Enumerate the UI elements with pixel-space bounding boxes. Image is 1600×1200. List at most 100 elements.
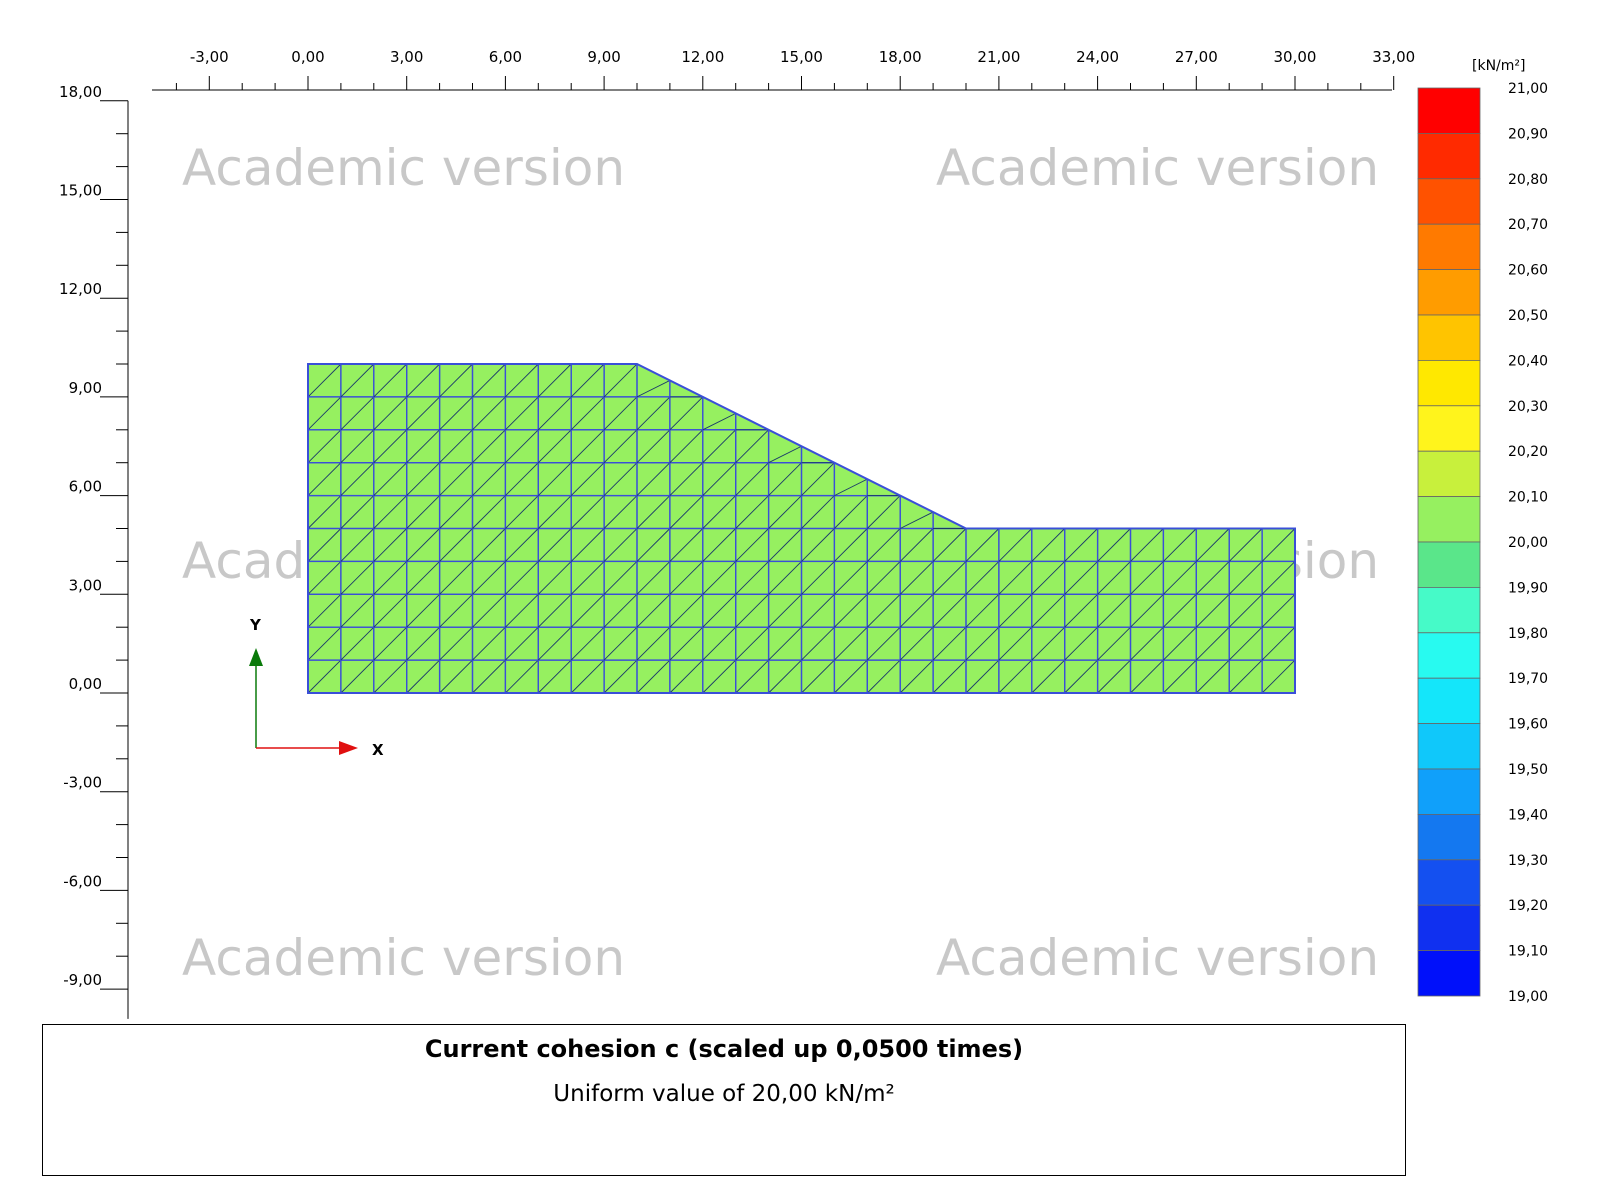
mesh-diagonal xyxy=(702,412,736,431)
y-axis: 18,00 15,00 12,00 9,00 6,00 3,00 0,00 -3,00 -6,0… xyxy=(59,83,129,1019)
mesh-diagonal xyxy=(505,396,539,431)
mesh-diagonal xyxy=(537,396,572,431)
mesh-diagonal xyxy=(735,626,769,661)
mesh-diagonal xyxy=(307,495,342,529)
mesh-diagonal xyxy=(1031,659,1066,694)
mesh-diagonal xyxy=(505,561,539,595)
mesh-diagonal xyxy=(570,659,605,694)
finite-element-mesh xyxy=(307,362,1296,694)
mesh-diagonal xyxy=(965,528,1000,562)
mesh-diagonal xyxy=(735,561,769,595)
mesh-diagonal xyxy=(406,462,440,496)
mesh-diagonal xyxy=(472,528,506,562)
legend-level-label: 20,10 xyxy=(1508,490,1548,506)
mesh-diagonal xyxy=(801,593,835,628)
mesh-diagonal xyxy=(439,396,473,431)
legend-level-label: 20,20 xyxy=(1508,444,1548,460)
mesh-diagonal xyxy=(1031,593,1066,628)
legend-level-label: 20,70 xyxy=(1508,217,1548,233)
mesh-diagonal xyxy=(1228,593,1263,628)
legend-band xyxy=(1417,632,1481,679)
x-tick-label: 9,00 xyxy=(587,48,620,66)
mesh-diagonal xyxy=(373,495,408,529)
mesh-diagonal xyxy=(1031,528,1066,562)
x-tick-label: -3,00 xyxy=(190,48,229,66)
legend-level-label: 19,60 xyxy=(1508,717,1548,733)
mesh-diagonal xyxy=(603,593,638,628)
mesh-diagonal xyxy=(998,593,1033,628)
mesh-diagonal xyxy=(340,561,375,595)
mesh-diagonal xyxy=(373,626,408,661)
mesh-diagonal xyxy=(932,626,967,661)
mesh-diagonal xyxy=(1195,528,1230,562)
legend-labels: 21,00 20,90 20,80 20,70 20,60 20,50 20,40 20,30… xyxy=(1508,81,1548,1005)
mesh-diagonal xyxy=(472,429,506,464)
mesh-diagonal xyxy=(406,528,440,562)
x-tick-label: 0,00 xyxy=(291,48,324,66)
mesh-diagonal xyxy=(603,462,638,496)
mesh-diagonal xyxy=(1130,626,1164,661)
mesh-diagonal xyxy=(768,561,802,595)
mesh-diagonal xyxy=(570,561,605,595)
mesh-diagonal xyxy=(1097,528,1131,562)
mesh-diagonal xyxy=(899,659,934,694)
mesh-diagonal xyxy=(801,626,835,661)
mesh-diagonal xyxy=(1130,593,1164,628)
legend-band xyxy=(1417,723,1481,770)
mesh-diagonal xyxy=(340,659,375,694)
mesh-diagonal xyxy=(866,528,901,562)
mesh-diagonal xyxy=(570,363,605,398)
mesh-diagonal xyxy=(406,561,440,595)
legend-level-label: 19,90 xyxy=(1508,580,1548,596)
mesh-diagonal xyxy=(570,495,605,529)
legend-band xyxy=(1417,87,1481,134)
mesh-diagonal xyxy=(1163,561,1197,595)
mesh-diagonal xyxy=(636,659,671,694)
mesh-diagonal xyxy=(669,429,704,464)
mesh-diagonal xyxy=(439,659,473,694)
mesh-diagonal xyxy=(1064,593,1098,628)
mesh-diagonal xyxy=(373,396,408,431)
mesh-diagonal xyxy=(537,363,572,398)
mesh-diagonal xyxy=(340,429,375,464)
mesh-diagonal xyxy=(505,528,539,562)
x-tick-label: 21,00 xyxy=(977,48,1020,66)
mesh-diagonal xyxy=(1097,561,1131,595)
mesh-diagonal xyxy=(932,593,967,628)
mesh-diagonal xyxy=(537,429,572,464)
axes-indicator: Y X xyxy=(249,616,384,759)
mesh-diagonal xyxy=(307,363,342,398)
mesh-diagonal xyxy=(439,593,473,628)
legend-band xyxy=(1417,223,1481,270)
mesh-diagonal xyxy=(340,462,375,496)
legend-level-label: 19,50 xyxy=(1508,762,1548,778)
mesh-diagonal xyxy=(439,626,473,661)
x-axis: -3,00 0,00 3,00 6,00 9,00 12,00 15,00 18,00 21,0… xyxy=(152,48,1415,91)
mesh-diagonal xyxy=(1064,528,1098,562)
mesh-diagonal xyxy=(472,593,506,628)
mesh-diagonal xyxy=(1031,626,1066,661)
mesh-diagonal xyxy=(505,593,539,628)
mesh-diagonal xyxy=(340,396,375,431)
mesh-diagonal xyxy=(1195,561,1230,595)
mesh-diagonal xyxy=(866,659,901,694)
legend-level-label: 21,00 xyxy=(1508,81,1548,97)
mesh-diagonal xyxy=(1228,528,1263,562)
mesh-boundary xyxy=(307,363,1296,694)
mesh-diagonal xyxy=(406,659,440,694)
mesh-diagonal xyxy=(834,626,868,661)
mesh-diagonal xyxy=(1097,626,1131,661)
mesh-diagonal xyxy=(702,495,737,529)
y-tick-label: 0,00 xyxy=(69,675,102,693)
mesh-diagonal xyxy=(439,363,473,398)
mesh-diagonal xyxy=(932,659,967,694)
mesh-diagonal xyxy=(636,462,671,496)
legend-level-label: 20,00 xyxy=(1508,535,1548,551)
mesh-diagonal xyxy=(899,626,934,661)
mesh-diagonal xyxy=(472,561,506,595)
mesh-diagonal xyxy=(1228,626,1263,661)
mesh-diagonal xyxy=(866,561,901,595)
mesh-diagonal xyxy=(1163,659,1197,694)
mesh-diagonal xyxy=(373,429,408,464)
